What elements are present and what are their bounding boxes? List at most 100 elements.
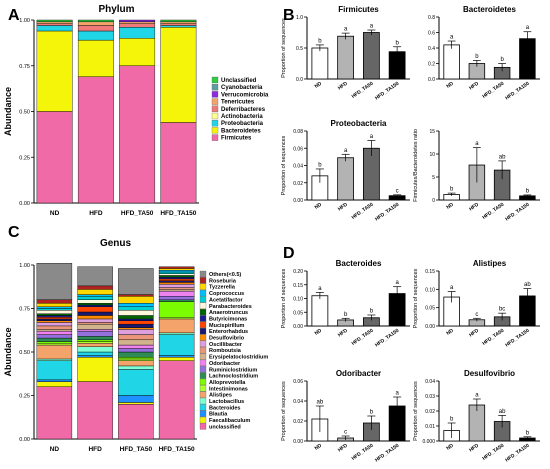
x-tick-label: HFD <box>468 443 480 454</box>
stacked-segment <box>160 21 197 24</box>
legend-swatch <box>199 416 207 424</box>
significance-letter: c <box>475 312 478 318</box>
y-tick-label: 0.03 <box>425 394 435 400</box>
legend-entry: Desulfovibrio <box>209 336 245 342</box>
y-tick-label: 15 <box>429 129 435 135</box>
significance-letter: b <box>318 38 322 44</box>
significance-letter: b <box>450 187 454 193</box>
legend-swatch <box>199 315 207 322</box>
x-tick-label: ND <box>314 202 324 211</box>
stacked-segment <box>158 278 195 281</box>
stacked-segment <box>77 39 114 77</box>
y-tick-label: 0.00 <box>293 198 303 204</box>
x-tick-label: HFD_TA150 <box>160 210 196 217</box>
stacked-segment <box>77 294 113 297</box>
stacked-segment <box>36 313 73 316</box>
panel-title-d2: Alistipes <box>473 259 507 268</box>
y-tick-label: 1.0 <box>296 15 303 21</box>
y-tick-label: 0.50 <box>19 350 30 356</box>
stacked-segment <box>118 357 154 360</box>
y-tick-label: 0.6 <box>428 31 435 37</box>
legend-entry: Ruminiclostridium <box>209 367 257 373</box>
y-tick-label: 0.10 <box>293 297 303 303</box>
significance-letter: a <box>395 391 399 397</box>
x-tick-label: HFD_TA150 <box>159 446 195 453</box>
stacked-segment <box>160 25 197 28</box>
stacked-segment <box>77 285 113 290</box>
legend-swatch <box>199 347 207 354</box>
significance-letter: b <box>318 162 322 168</box>
legend-swatch <box>199 334 207 341</box>
x-tick-label: HFD_TA50 <box>120 446 153 453</box>
significance-letter: b <box>395 40 399 46</box>
significance-letter: a <box>344 148 348 154</box>
stacked-segment <box>118 395 154 403</box>
significance-letter: c <box>396 188 399 194</box>
x-tick-label: HFD <box>468 81 480 92</box>
stacked-segment <box>77 21 114 26</box>
legend-swatch <box>211 98 219 105</box>
legend-swatch <box>199 302 207 309</box>
y-tick-label: 0.00 <box>19 201 30 207</box>
y-tick-label: 0.15 <box>293 283 303 289</box>
stacked-segment <box>36 358 73 361</box>
stacked-segment <box>77 355 113 358</box>
stacked-segment <box>77 311 113 316</box>
stacked-segment <box>118 306 154 311</box>
legend-swatch <box>199 289 207 297</box>
stacked-segment <box>36 344 73 360</box>
x-tick-label: HFD_TA50 <box>481 328 505 347</box>
legend-entry: Lactobacillus <box>209 399 244 405</box>
stacked-segment <box>77 357 113 382</box>
y-axis-label-b4: Firmicutes/Bacteroidetes ratio <box>413 129 419 202</box>
significance-letter: c <box>344 430 347 436</box>
stacked-segment <box>36 263 73 301</box>
legend-entry: Cyanobacteria <box>221 85 263 91</box>
x-tick-label: HFD <box>337 202 349 213</box>
y-tick-label: 0.25 <box>19 155 30 161</box>
stacked-segment <box>36 341 73 344</box>
panel-title-d3: Odoribacter <box>336 369 381 378</box>
stacked-segment <box>158 273 195 276</box>
legend-swatch <box>211 91 219 98</box>
legend-entry: Intestinimonas <box>209 386 248 392</box>
legend-entry: Firmicutes <box>221 136 252 142</box>
legend-swatch <box>199 340 207 348</box>
y-tick-label: 0.00 <box>425 324 435 330</box>
stacked-segment <box>118 329 154 335</box>
stacked-segment <box>77 289 113 295</box>
stacked-segment <box>160 122 197 204</box>
stacked-segment <box>77 336 113 341</box>
x-tick-label: ND <box>314 443 324 452</box>
legend-entry: Mucispirillum <box>209 323 245 329</box>
x-tick-label: HFD_TA150 <box>374 202 400 223</box>
stacked-segment <box>36 322 73 327</box>
panel-label-b1: B <box>283 7 295 24</box>
stacked-segment <box>77 323 113 330</box>
panel-title-d4: Desulfovibrio <box>464 369 515 378</box>
stacked-segment <box>36 360 73 381</box>
y-tick-label: 0.06 <box>293 146 303 152</box>
stacked-segment <box>158 271 195 274</box>
stacked-segment <box>119 19 156 23</box>
legend-swatch <box>199 327 207 335</box>
legend-entry: Unclassified <box>221 78 257 84</box>
bar <box>337 157 355 201</box>
y-axis-label-d2: Proportion of sequences <box>413 268 419 328</box>
stacked-segment <box>36 299 73 304</box>
legend-entry: Romboutsia <box>209 348 242 354</box>
legend-entry: Alistipes <box>209 393 232 399</box>
stacked-segment <box>158 318 195 334</box>
legend-swatch <box>211 127 219 134</box>
stacked-segment <box>36 325 73 330</box>
x-tick-label: HFD <box>468 328 480 339</box>
y-tick-label: 0.000 <box>422 439 435 445</box>
y-tick-label: 0.00 <box>293 324 303 330</box>
significance-letter: b <box>526 430 530 436</box>
y-tick-label: 0.75 <box>19 64 30 70</box>
stacked-segment <box>158 268 195 271</box>
significance-letter: a <box>370 24 374 30</box>
stacked-segment <box>77 306 113 313</box>
stacked-segment <box>118 402 154 405</box>
